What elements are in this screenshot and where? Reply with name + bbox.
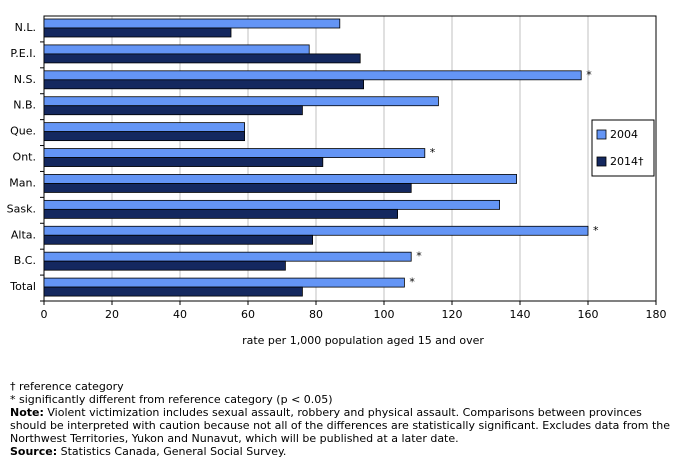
note-label: Note: xyxy=(10,406,44,419)
legend-label: 2014† xyxy=(610,155,644,168)
x-tick-label: 20 xyxy=(105,308,119,321)
x-tick-label: 60 xyxy=(241,308,255,321)
source-label: Source: xyxy=(10,445,58,458)
note: Note: Violent victimization includes sex… xyxy=(10,406,672,445)
bar xyxy=(43,157,324,167)
significance-marker: * xyxy=(586,68,592,81)
bar xyxy=(43,199,501,210)
bar xyxy=(43,105,303,116)
source-text: Statistics Canada, General Social Survey… xyxy=(60,445,287,458)
bar xyxy=(43,234,314,245)
x-tick-label: 80 xyxy=(309,308,323,321)
y-tick-label: Que. xyxy=(10,125,36,138)
bar xyxy=(43,27,232,38)
x-tick-label: 120 xyxy=(442,308,463,321)
bar xyxy=(43,286,303,297)
legend-swatch xyxy=(596,156,607,167)
bar xyxy=(43,122,246,133)
legend-box xyxy=(591,119,655,177)
bar xyxy=(43,148,426,158)
y-tick-label: Sask. xyxy=(7,202,36,215)
significance-marker: * xyxy=(416,250,422,263)
bar xyxy=(43,183,412,193)
significance-marker: * xyxy=(409,276,415,289)
bar xyxy=(43,18,341,29)
significance-marker: * xyxy=(430,146,436,159)
x-axis-title: rate per 1,000 population aged 15 and ov… xyxy=(242,334,484,347)
y-tick-label: Total xyxy=(9,280,36,293)
bar xyxy=(43,225,589,236)
y-tick-label: N.B. xyxy=(13,99,36,112)
x-tick-label: 140 xyxy=(510,308,531,321)
bar xyxy=(43,277,405,288)
legend-label: 2004 xyxy=(610,128,638,141)
x-tick-label: 100 xyxy=(374,308,395,321)
x-tick-label: 40 xyxy=(173,308,187,321)
y-tick-label: Alta. xyxy=(11,228,36,241)
y-tick-label: Man. xyxy=(9,176,36,189)
legend-swatch xyxy=(596,129,607,140)
y-tick-label: Ont. xyxy=(13,151,36,164)
bar xyxy=(43,53,361,64)
bar xyxy=(43,79,365,90)
bar xyxy=(43,131,246,142)
y-tick-label: P.E.I. xyxy=(10,47,36,60)
x-tick-label: 180 xyxy=(646,308,667,321)
chart: rate per 1,000 population aged 15 and ov… xyxy=(7,15,667,347)
bar xyxy=(43,44,310,55)
footnote: * significantly different from reference… xyxy=(10,393,333,406)
footnote: † reference category xyxy=(10,380,124,393)
x-tick-label: 160 xyxy=(578,308,599,321)
y-tick-label: N.L. xyxy=(15,21,36,34)
y-tick-label: N.S. xyxy=(14,73,36,86)
bar xyxy=(43,96,439,107)
bar xyxy=(43,251,412,262)
bar xyxy=(43,208,399,219)
bar xyxy=(43,174,518,184)
bar xyxy=(43,70,582,81)
significance-marker: * xyxy=(593,224,599,237)
note-text: Violent victimization includes sexual as… xyxy=(10,406,671,445)
source: Source: Statistics Canada, General Socia… xyxy=(10,445,672,458)
bar xyxy=(43,260,286,271)
footnotes: † reference category * significantly dif… xyxy=(10,380,672,458)
x-tick-label: 0 xyxy=(41,308,48,321)
y-tick-label: B.C. xyxy=(14,254,36,267)
